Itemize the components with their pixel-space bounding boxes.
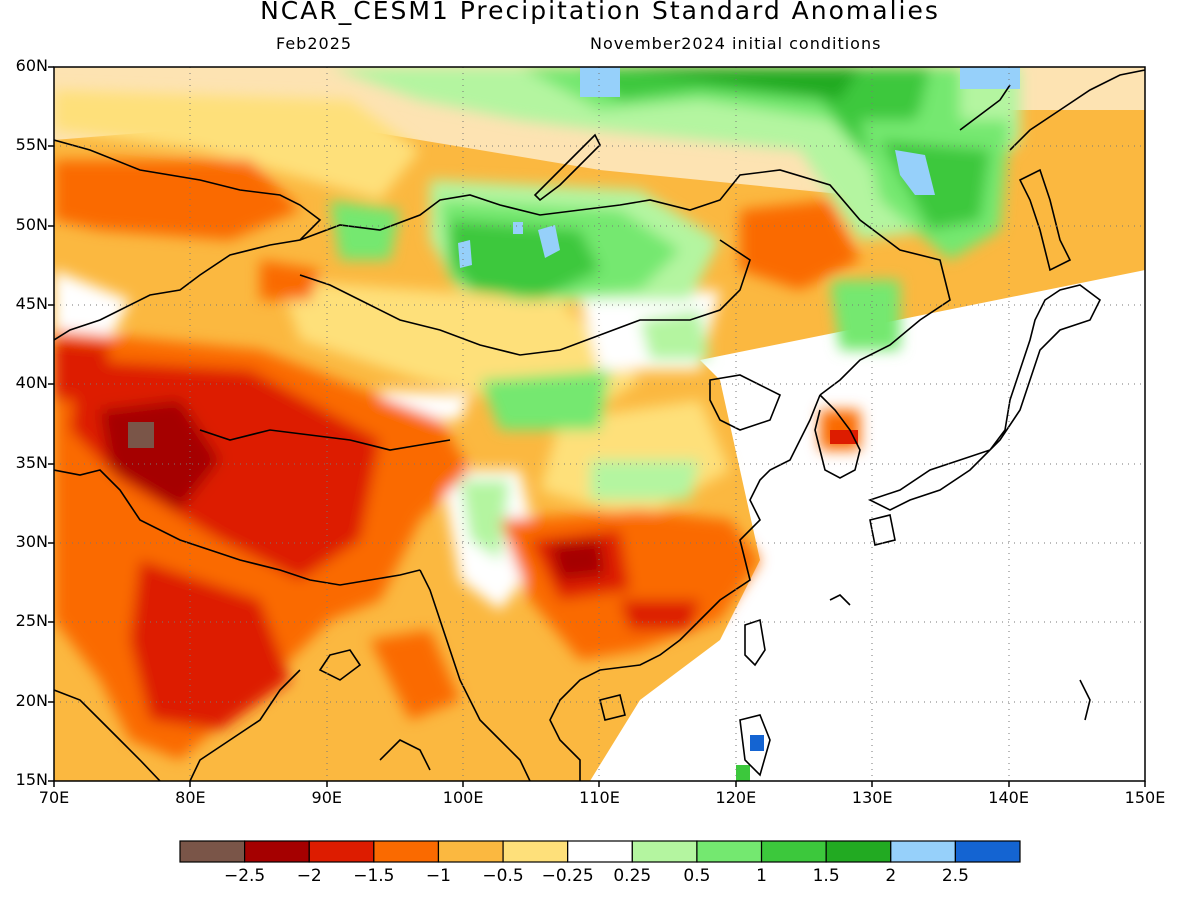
colorbar-label: 0.5 xyxy=(683,866,711,886)
lon-label: 150E xyxy=(1124,788,1166,807)
colorbar-label: −1 xyxy=(425,866,451,886)
lon-label: 140E xyxy=(988,788,1029,807)
colorbar-swatch xyxy=(696,840,763,863)
colorbar-label: 2.5 xyxy=(941,866,969,886)
valid-month-label: Feb2025 xyxy=(276,34,353,53)
lat-label: 40N xyxy=(15,373,48,393)
lat-label: 30N xyxy=(15,532,48,551)
colorbar-swatch xyxy=(631,840,698,863)
colorbar-swatch xyxy=(244,840,310,863)
lat-label: 60N xyxy=(15,56,48,75)
lat-label: 45N xyxy=(15,294,48,313)
lon-label: 100E xyxy=(442,788,484,807)
colorbar-label: −2.5 xyxy=(223,866,266,886)
colorbar-swatch xyxy=(954,840,1021,863)
lon-label: 130E xyxy=(851,788,893,807)
colorbar-swatch xyxy=(760,840,827,863)
lon-label: 120E xyxy=(715,788,757,807)
lat-label: 20N xyxy=(15,690,48,710)
colorbar-swatch xyxy=(825,840,892,863)
lat-label: 50N xyxy=(15,214,48,234)
coastline xyxy=(54,69,1145,781)
colorbar-label: −0.25 xyxy=(541,866,594,886)
colorbar-swatch xyxy=(437,840,504,863)
colorbar-swatch xyxy=(373,840,440,863)
colorbar-label: −1.5 xyxy=(353,866,395,886)
lon-label: 110E xyxy=(579,788,620,807)
colorbar-label: 0.25 xyxy=(613,866,652,886)
colorbar-swatch xyxy=(890,840,956,863)
lon-label: 90E xyxy=(311,788,342,807)
init-conditions-label: November2024 initial conditions xyxy=(590,34,882,53)
lon-label: 70E xyxy=(38,788,70,807)
colorbar-swatch xyxy=(567,840,633,863)
colorbar-swatch xyxy=(179,840,246,863)
lat-label: 25N xyxy=(15,611,48,631)
colorbar xyxy=(179,840,1021,863)
lon-label: 80E xyxy=(175,788,206,807)
lat-label: 15N xyxy=(15,770,48,789)
colorbar-label: −0.5 xyxy=(482,866,524,886)
lat-label: 35N xyxy=(15,452,48,472)
colorbar-swatch xyxy=(502,840,569,863)
colorbar-label: 2 xyxy=(885,866,897,886)
graticule xyxy=(54,67,1145,781)
colorbar-label: −2 xyxy=(296,866,322,886)
colorbar-label: 1 xyxy=(756,866,767,886)
colorbar-swatch xyxy=(308,840,375,863)
lat-label: 55N xyxy=(15,135,48,155)
axis-ticks xyxy=(48,66,1146,787)
map-title: NCAR_CESM1 Precipitation Standard Anomal… xyxy=(260,0,940,25)
colorbar-label: 1.5 xyxy=(812,866,840,886)
